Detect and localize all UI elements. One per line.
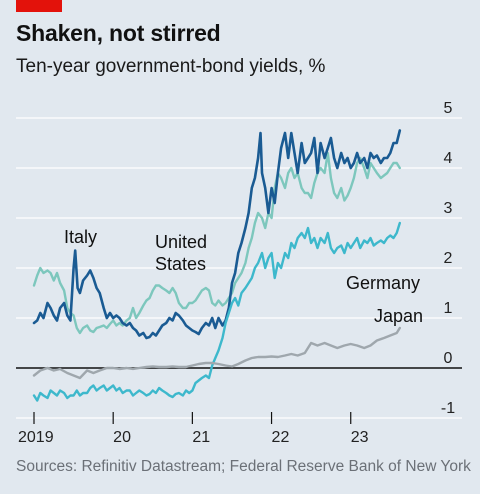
source-note: Sources: Refinitiv Datastream; Federal R…	[16, 458, 471, 475]
chart-title: Shaken, not stirred	[16, 20, 221, 46]
y-tick-label: ‑1	[441, 400, 455, 417]
y-tick-label: 4	[444, 150, 453, 167]
series-lines	[32, 129, 402, 402]
gridlines	[16, 117, 462, 419]
x-tick-label: 20	[113, 429, 131, 446]
series-label-italy: Italy	[64, 227, 97, 247]
x-tick-label: 21	[192, 429, 210, 446]
series-label-germany: Germany	[346, 273, 420, 293]
y-tick-label: 0	[444, 350, 453, 367]
x-tick-label: 23	[351, 429, 369, 446]
line-germany	[32, 221, 401, 402]
y-tick-label: 1	[444, 300, 453, 317]
x-axis: 2019 20 21 22 23	[18, 412, 369, 446]
x-tick-label: 2019	[18, 429, 54, 446]
y-axis-labels: ‑1 0 1 2 3 4 5	[441, 100, 455, 417]
line-japan	[32, 326, 401, 380]
y-tick-label: 3	[444, 200, 453, 217]
line-italy	[32, 129, 402, 340]
series-label-japan: Japan	[374, 306, 423, 326]
series-label-united-states: States	[155, 254, 206, 274]
y-tick-label: 2	[444, 250, 453, 267]
line-united-states	[32, 151, 401, 335]
series-label-united-states: United	[155, 232, 207, 252]
chart-subtitle: Ten-year government-bond yields, %	[16, 56, 326, 77]
x-tick-label: 22	[272, 429, 290, 446]
y-tick-label: 5	[444, 100, 453, 117]
brand-tag	[16, 0, 62, 12]
